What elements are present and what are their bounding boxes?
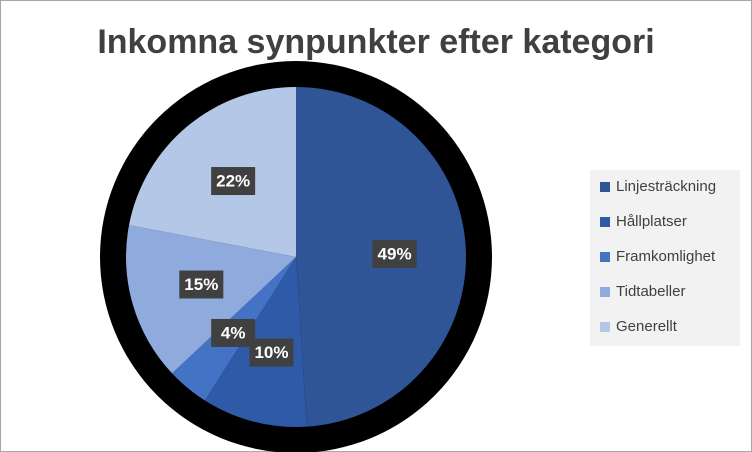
data-label-box bbox=[211, 318, 256, 347]
legend-label: Hållplatser bbox=[616, 213, 687, 230]
data-label-box bbox=[249, 338, 294, 367]
data-label-box bbox=[179, 270, 224, 299]
data-label: 22% bbox=[216, 172, 250, 191]
data-label-box bbox=[211, 167, 256, 196]
data-label: 49% bbox=[378, 244, 412, 263]
legend-swatch bbox=[600, 287, 610, 297]
data-label: 4% bbox=[221, 323, 246, 342]
legend-label: Framkomlighet bbox=[616, 248, 716, 265]
legend-swatch bbox=[600, 322, 610, 332]
legend bbox=[590, 170, 740, 346]
data-label-box bbox=[372, 239, 417, 268]
legend-swatch bbox=[600, 182, 610, 192]
legend-swatch bbox=[600, 217, 610, 227]
chart-title: Inkomna synpunkter efter kategori bbox=[97, 23, 654, 61]
legend-label: Generellt bbox=[616, 318, 678, 335]
legend-label: Linjesträckning bbox=[616, 178, 716, 195]
legend-label: Tidtabeller bbox=[616, 283, 685, 300]
data-label: 15% bbox=[184, 275, 218, 294]
data-label: 10% bbox=[254, 343, 288, 362]
legend-swatch bbox=[600, 252, 610, 262]
pie-slice bbox=[126, 225, 296, 374]
